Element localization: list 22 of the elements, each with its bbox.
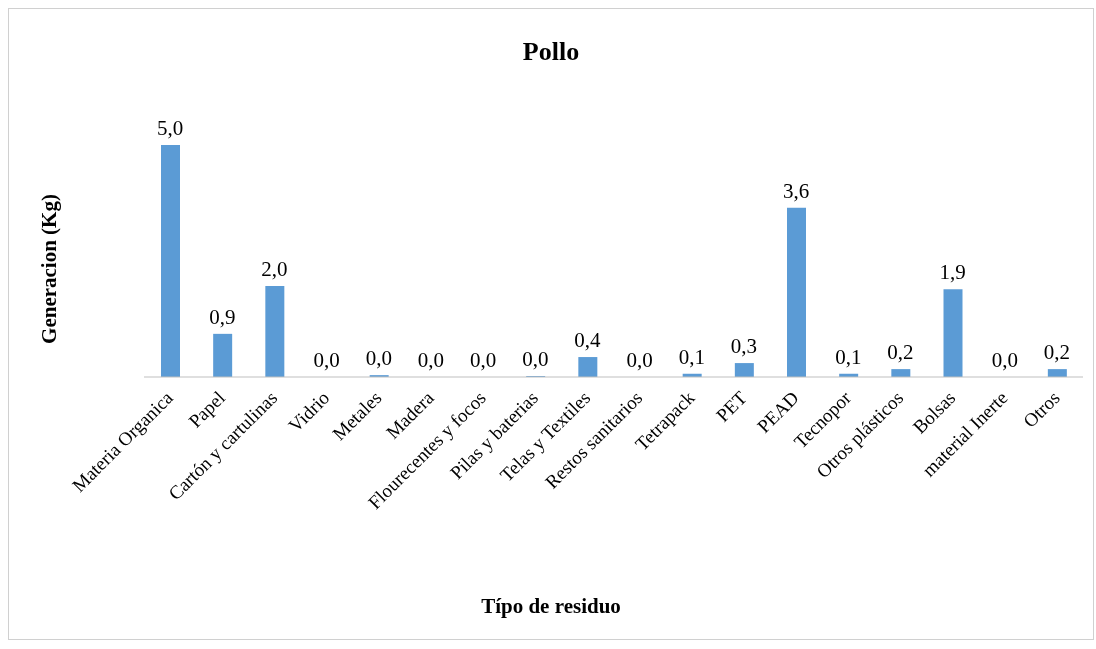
y-axis-title: Generacion (Kg) [36, 194, 62, 344]
data-label: 0,0 [469, 348, 497, 372]
data-label: 1,9 [939, 260, 966, 285]
data-label: 0,0 [417, 348, 445, 372]
data-label: 0,2 [887, 340, 914, 365]
data-label: 0,3 [730, 334, 758, 359]
data-label: 3,6 [782, 178, 810, 203]
data-label: 0,1 [835, 344, 862, 369]
data-label: 0,2 [1043, 340, 1071, 365]
data-label: 0,0 [991, 348, 1018, 372]
data-label: 0,0 [313, 348, 340, 372]
data-label: 0,0 [522, 347, 549, 372]
data-label: 0,0 [626, 348, 653, 372]
x-tick-label: Otros [1019, 386, 1064, 432]
data-label: 0,4 [574, 328, 602, 353]
data-label: 0,1 [678, 344, 705, 369]
chart-title: Pollo [521, 37, 581, 67]
x-axis-title: Típo de residuo [480, 594, 622, 619]
data-label: 0,0 [365, 346, 392, 371]
data-label: 2,0 [261, 257, 288, 282]
data-label: 5,0 [156, 116, 184, 140]
data-label: 0,9 [209, 304, 236, 329]
